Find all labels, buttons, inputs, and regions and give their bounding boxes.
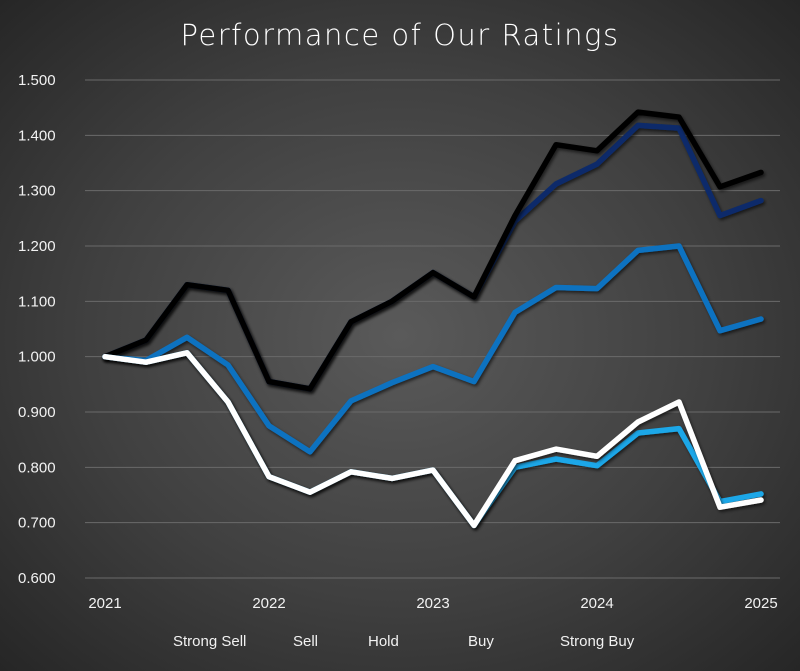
y-tick-label: 1.400 xyxy=(18,127,56,144)
legend-label: Buy xyxy=(468,633,494,650)
legend-label: Sell xyxy=(293,633,318,650)
legend-label: Strong Buy xyxy=(560,633,635,650)
legend-label: Hold xyxy=(368,633,399,650)
series-line-strong-buy xyxy=(102,109,764,392)
series-line-strong-sell xyxy=(102,350,764,529)
y-tick-label: 0.700 xyxy=(18,515,56,532)
series-line-sell xyxy=(102,350,764,529)
y-tick-label: 1.100 xyxy=(18,293,56,310)
y-tick-label: 0.600 xyxy=(18,570,56,587)
x-tick-label: 2025 xyxy=(744,595,777,612)
y-tick-label: 0.900 xyxy=(18,404,56,421)
chart-title: Performance of Our Ratings xyxy=(180,18,620,52)
series-line-hold xyxy=(102,243,764,455)
y-tick-label: 1.000 xyxy=(18,349,56,366)
x-tick-label: 2022 xyxy=(252,595,285,612)
y-tick-label: 0.800 xyxy=(18,459,56,476)
y-tick-label: 1.300 xyxy=(18,183,56,200)
y-tick-label: 1.500 xyxy=(18,72,56,89)
y-tick-label: 1.200 xyxy=(18,238,56,255)
x-tick-label: 2024 xyxy=(580,595,613,612)
legend-label: Strong Sell xyxy=(173,633,246,650)
x-tick-label: 2023 xyxy=(416,595,449,612)
x-tick-label: 2021 xyxy=(88,595,121,612)
